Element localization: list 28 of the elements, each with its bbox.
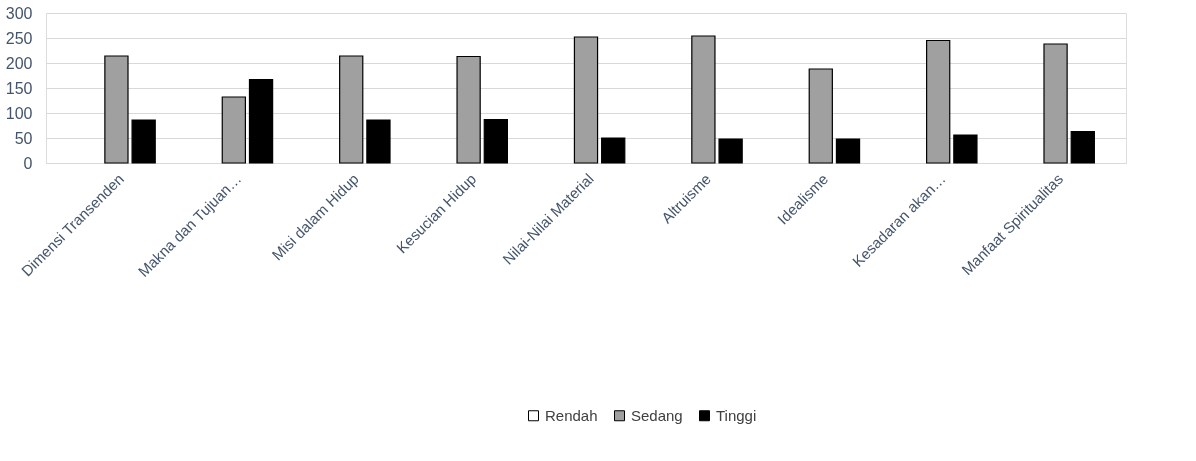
bar [456, 55, 481, 164]
bar [104, 55, 129, 164]
y-tick-label: 50 [14, 129, 33, 147]
y-tick-label: 250 [5, 29, 33, 47]
bar [221, 96, 246, 164]
bar [601, 137, 626, 164]
legend-label: Tinggi [716, 406, 757, 424]
bar [131, 119, 156, 164]
bar [1070, 130, 1095, 164]
bar [691, 35, 716, 164]
legend-label: Sedang [631, 406, 683, 424]
y-tick-label: 150 [5, 79, 33, 97]
legend-label: Rendah [545, 406, 598, 424]
y-tick-label: 300 [5, 4, 33, 22]
bar [573, 36, 599, 164]
bar [808, 68, 833, 164]
y-tick-label: 100 [5, 104, 33, 122]
y-tick-label: 200 [5, 54, 33, 72]
bar [483, 118, 508, 164]
y-tick-label: 0 [23, 154, 33, 172]
bar [1043, 43, 1068, 164]
bar [835, 138, 861, 164]
bar [248, 78, 274, 164]
bar [339, 55, 364, 164]
bar [366, 119, 391, 164]
bar [926, 39, 951, 164]
bar [953, 134, 978, 164]
bar [718, 138, 743, 164]
